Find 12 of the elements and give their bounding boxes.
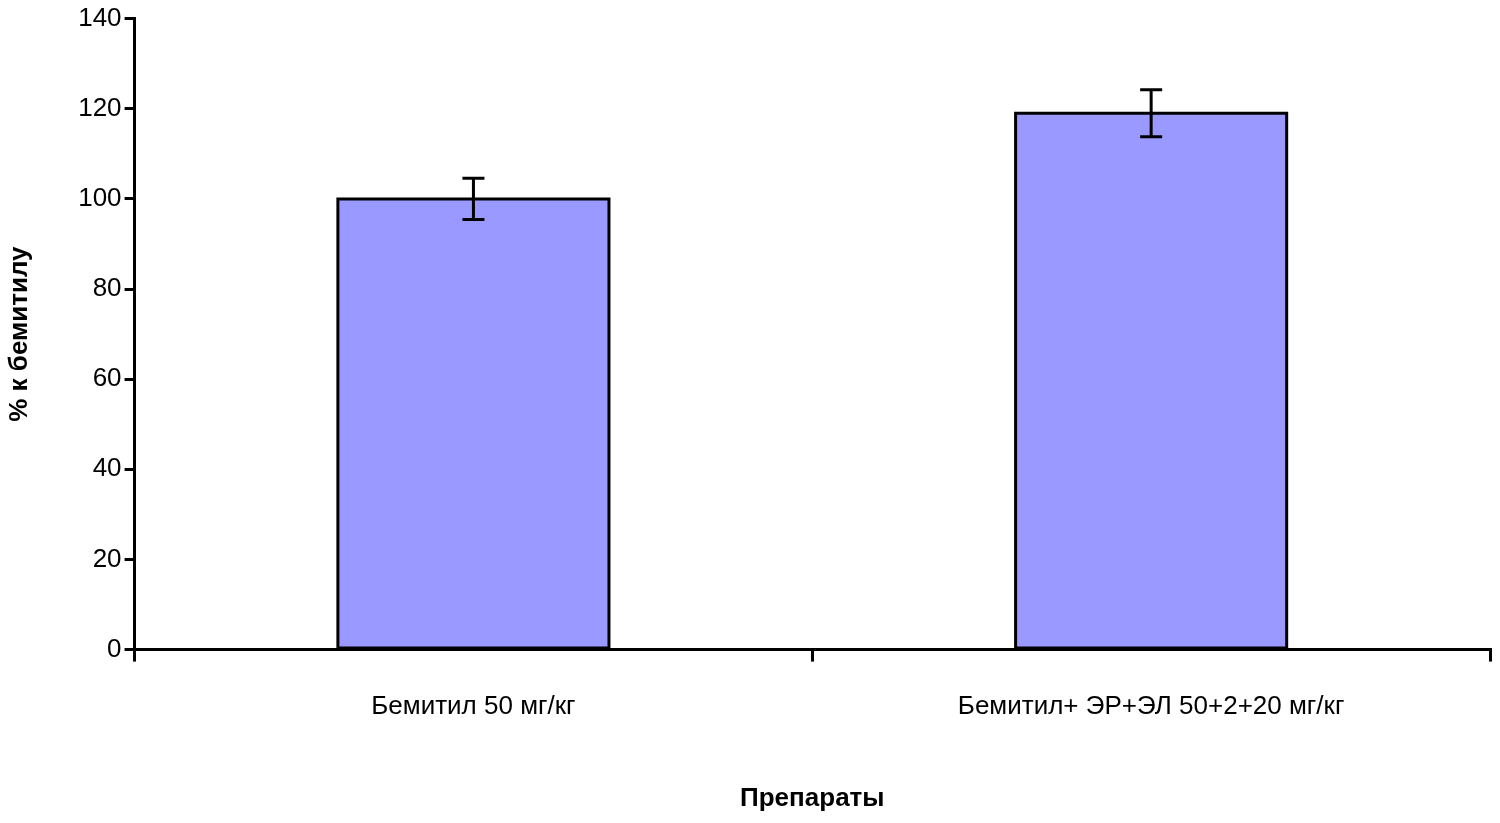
y-axis-title: % к бемитилу: [2, 245, 33, 422]
x-tick-label: Бемитил+ ЭР+ЭЛ 50+2+20 мг/кг: [957, 690, 1345, 721]
y-tick-label: 80: [92, 272, 122, 303]
y-tick-label: 20: [92, 542, 122, 573]
x-tick-label: Бемитил 50 мг/кг: [371, 690, 576, 721]
y-tick-label: 140: [78, 1, 122, 32]
y-tick-label: 100: [78, 182, 122, 213]
y-tick-label: 60: [92, 362, 122, 393]
y-tick-label: 40: [92, 452, 122, 483]
y-tick-label: 0: [107, 632, 122, 663]
y-tick-label: 120: [78, 91, 122, 122]
x-axis-title: Препараты: [740, 781, 885, 812]
